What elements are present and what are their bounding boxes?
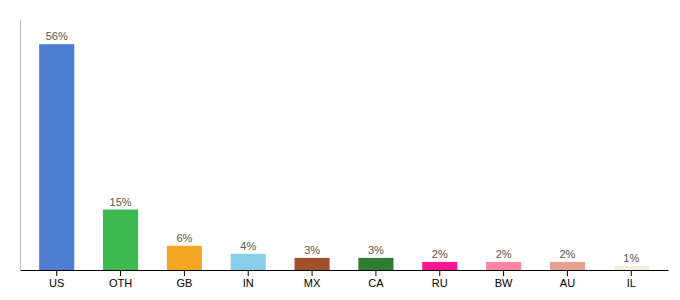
bar [231,254,266,270]
x-tick-mark [503,270,504,276]
chart-svg: 56% 15% 6% 4% 3% 3% 2% 2% 2% 1% US OTH GB IN MX CA RU BW A… [0,0,680,300]
bar [167,246,202,270]
x-tick-label: CA [368,277,384,289]
x-tick-mark [439,270,440,276]
chart-container: 56% 15% 6% 4% 3% 3% 2% 2% 2% 1% US OTH GB IN MX CA RU BW A… [0,0,680,300]
x-tick-mark [567,270,568,276]
x-tick-mark [184,270,185,276]
bars [39,44,649,270]
x-tick: GB [176,270,192,289]
x-tick: US [49,270,64,289]
x-tick: IL [627,270,636,289]
data-label: 2% [496,248,512,260]
bar [614,266,649,270]
x-tick: OTH [109,270,132,289]
bar [295,258,330,270]
x-tick-mark [120,270,121,276]
x-tick-mark [631,270,632,276]
x-tick-mark [56,270,57,276]
bar [103,210,138,270]
data-label: 15% [110,196,132,208]
x-axis: US OTH GB IN MX CA RU BW AU IL [21,270,669,289]
x-tick-label: OTH [109,277,132,289]
data-label: 2% [559,248,575,260]
x-axis-line [21,270,669,271]
bar [39,44,74,270]
x-tick-label: IL [627,277,636,289]
data-label: 2% [432,248,448,260]
data-label: 4% [240,240,256,252]
x-tick-label: GB [176,277,192,289]
x-tick-label: AU [560,277,575,289]
x-tick-label: US [49,277,64,289]
x-tick: BW [495,270,513,289]
x-tick-mark [248,270,249,276]
data-label: 1% [623,252,639,264]
x-tick-label: IN [243,277,254,289]
x-tick-mark [312,270,313,276]
data-label: 3% [368,244,384,256]
y-axis [20,21,21,271]
x-tick: CA [368,270,384,289]
x-tick-label: RU [432,277,448,289]
data-label: 3% [304,244,320,256]
x-tick-label: MX [304,277,321,289]
x-tick: IN [243,270,254,289]
data-label: 6% [176,232,192,244]
x-tick: MX [304,270,321,289]
data-label: 56% [46,30,68,42]
x-tick-label: BW [495,277,513,289]
x-tick: AU [560,270,575,289]
bar [358,258,393,270]
bar [422,262,457,270]
bar [550,262,585,270]
data-labels: 56% 15% 6% 4% 3% 3% 2% 2% 2% 1% [46,30,640,264]
bar [486,262,521,270]
y-axis-line [20,21,21,271]
plot-area: 56% 15% 6% 4% 3% 3% 2% 2% 2% 1% US OTH GB IN MX CA RU BW A… [21,21,669,289]
x-tick: RU [432,270,448,289]
x-tick-mark [375,270,376,276]
